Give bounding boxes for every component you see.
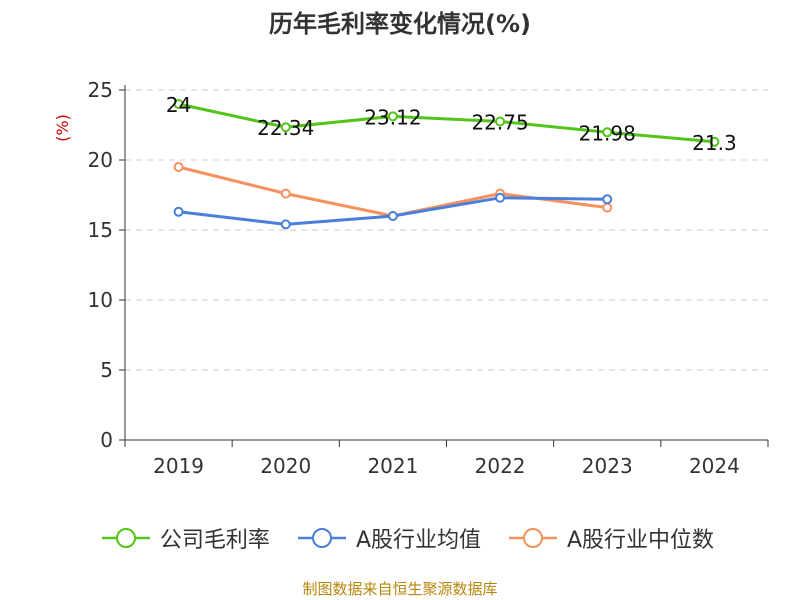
legend-marker-icon — [101, 528, 150, 548]
data-point[interactable] — [280, 188, 291, 199]
data-point[interactable] — [280, 122, 291, 133]
series-layer — [173, 99, 720, 230]
data-point[interactable] — [602, 127, 613, 138]
y-tick-label: 10 — [88, 288, 113, 312]
grid-layer — [125, 89, 768, 371]
source-text: 制图数据来自恒生聚源数据库 — [302, 580, 498, 598]
x-tick-label: 2020 — [260, 454, 311, 478]
data-label: 24 — [166, 93, 191, 117]
data-label: 21.98 — [579, 121, 636, 145]
legend-label: A股行业均值 — [355, 528, 481, 553]
data-point[interactable] — [602, 194, 613, 205]
legend-label: 公司毛利率 — [159, 528, 270, 553]
data-label: 23.12 — [364, 105, 421, 129]
legend-item[interactable]: A股行业中位数 — [509, 522, 714, 554]
chart-title: 历年毛利率变化情况(%) — [269, 10, 531, 38]
data-point[interactable] — [173, 206, 184, 217]
data-point[interactable] — [387, 111, 398, 122]
axis-layer: 0 5 10 15 20 25 2019 2020 2021 2022 2023 2024 — [88, 78, 769, 478]
data-point[interactable] — [280, 219, 291, 230]
y-tick-label: 20 — [88, 148, 113, 172]
data-label-layer: 24 22.34 23.12 22.75 21.98 21.3 — [166, 93, 737, 155]
x-tick-label: 2023 — [582, 454, 633, 478]
series-line — [178, 102, 715, 144]
legend: 公司毛利率 A股行业均值 A股行业中位数 — [78, 521, 738, 555]
data-label: 22.34 — [257, 116, 314, 140]
legend-item[interactable]: A股行业均值 — [297, 522, 481, 554]
data-label: 21.3 — [692, 131, 737, 155]
legend-label: A股行业中位数 — [567, 528, 715, 553]
y-axis-label: (%) — [53, 114, 72, 142]
series-line — [178, 165, 608, 218]
legend-item[interactable]: 公司毛利率 — [101, 522, 270, 554]
x-tick-label: 2019 — [153, 454, 204, 478]
legend-marker-icon — [509, 528, 557, 548]
data-point[interactable] — [387, 211, 398, 221]
x-tick-label: 2022 — [475, 454, 526, 478]
data-point[interactable] — [495, 116, 506, 127]
y-tick-label: 25 — [88, 78, 113, 102]
data-point[interactable] — [173, 162, 184, 172]
y-tick-label: 15 — [88, 218, 113, 242]
x-tick-label: 2024 — [689, 454, 740, 478]
data-point[interactable] — [709, 136, 720, 147]
data-point[interactable] — [173, 99, 184, 109]
data-point[interactable] — [495, 192, 506, 203]
data-label: 22.75 — [471, 111, 528, 135]
data-point[interactable] — [602, 202, 613, 213]
y-tick-label: 5 — [100, 358, 113, 382]
y-tick-label: 0 — [100, 428, 113, 452]
legend-marker-icon — [297, 528, 346, 548]
x-tick-label: 2021 — [367, 454, 418, 478]
